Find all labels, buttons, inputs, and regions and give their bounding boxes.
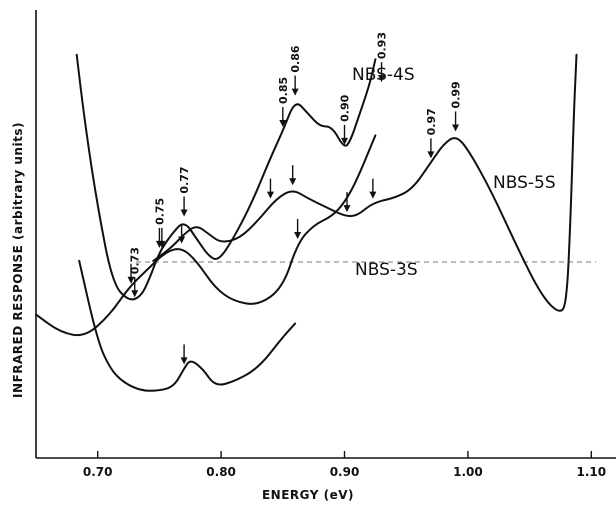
- x-tick-label-0: 0.70: [83, 465, 113, 479]
- peak-arrowhead-4: [291, 88, 299, 96]
- peak-arrowhead-2: [180, 209, 188, 217]
- peak-label-3: 0.85: [277, 77, 290, 104]
- series-1-line: [152, 53, 578, 312]
- series-0-line: [75, 53, 377, 301]
- peak-arrowhead-14: [158, 240, 166, 248]
- curves: [35, 53, 578, 392]
- peak-arrowhead-15: [178, 236, 186, 244]
- axes: 0.70 0.80 0.90 1.00 1.10: [35, 10, 616, 479]
- peak-arrowhead-8: [452, 124, 460, 132]
- peak-arrowhead-13: [127, 276, 135, 284]
- peak-label-2: 0.77: [178, 166, 191, 193]
- peak-label-5: 0.90: [339, 94, 352, 121]
- y-axis-label: INFRARED RESPONSE (arbitrary units): [11, 122, 25, 398]
- series-2-line: [35, 134, 377, 337]
- peak-markers: [127, 62, 460, 365]
- peak-label-8: 0.99: [450, 81, 463, 108]
- x-tick-label-4: 1.10: [577, 465, 607, 479]
- peak-arrowhead-3: [279, 119, 287, 127]
- x-axis-label: ENERGY (eV): [262, 488, 354, 502]
- peak-arrowhead-9: [266, 191, 274, 199]
- peak-arrowhead-17: [180, 357, 188, 365]
- peak-label-7: 0.97: [425, 108, 438, 135]
- peak-arrowhead-7: [427, 151, 435, 159]
- x-tick-label-2: 0.90: [330, 465, 360, 479]
- peak-arrowhead-12: [369, 191, 377, 199]
- peak-label-4: 0.86: [289, 45, 302, 72]
- peak-label-0: 0.73: [129, 247, 142, 274]
- series-label-1: NBS-5S: [493, 173, 556, 193]
- x-tick-label-1: 0.80: [206, 465, 236, 479]
- peak-label-6: 0.93: [376, 32, 389, 59]
- peak-arrowhead-5: [341, 137, 349, 145]
- series-3-line: [78, 259, 297, 392]
- peak-arrowhead-0: [131, 290, 139, 298]
- peak-arrowhead-11: [343, 205, 351, 213]
- series-label-0: NBS-4S: [352, 65, 415, 85]
- peak-arrowhead-16: [294, 231, 302, 239]
- peak-arrowhead-10: [289, 178, 297, 186]
- x-tick-label-3: 1.00: [453, 465, 483, 479]
- series-label-2: NBS-3S: [355, 260, 418, 280]
- labels: NBS-4S NBS-5S NBS-3S 0.73 0.75 0.77 0.85 0.86 0.…: [129, 32, 556, 280]
- peak-label-1: 0.75: [153, 198, 166, 225]
- peak-arrowhead-6: [378, 75, 386, 83]
